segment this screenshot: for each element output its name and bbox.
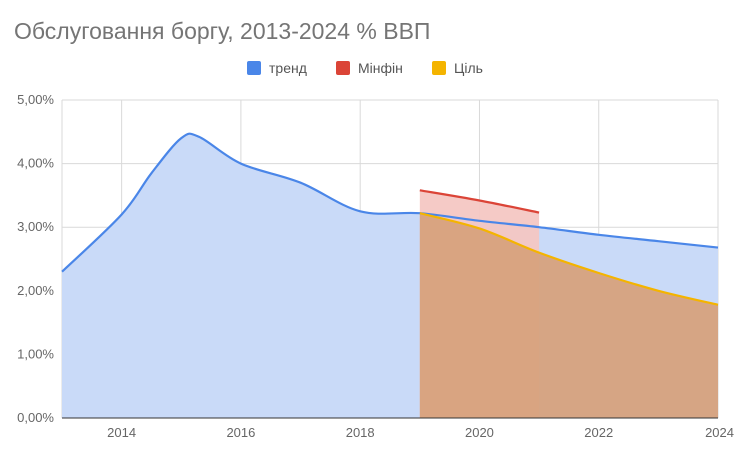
series-line-1 [419, 189, 540, 214]
y-tick-label: 3,00% [17, 219, 54, 234]
y-tick-label: 1,00% [17, 346, 54, 361]
x-tick-label: 2020 [465, 425, 494, 440]
y-tick-label: 0,00% [17, 410, 54, 425]
x-axis-ticks: 2014 2016 2018 2020 2022 2024 [107, 425, 734, 440]
legend-item-trend[interactable]: тренд [247, 60, 307, 76]
x-tick-label: 2022 [584, 425, 613, 440]
chart-lines [61, 132, 719, 419]
legend-swatch-minfin [336, 61, 350, 75]
x-tick-label: 2016 [226, 425, 255, 440]
legend-label-minfin: Мінфін [358, 60, 403, 76]
y-tick-label: 2,00% [17, 283, 54, 298]
legend-label-target: Ціль [454, 60, 483, 76]
legend-item-minfin[interactable]: Мінфін [336, 60, 403, 76]
chart-legend: тренд Мінфін Ціль [0, 60, 738, 80]
series-line-0 [61, 132, 719, 273]
legend-swatch-target [432, 61, 446, 75]
x-tick-label: 2024 [705, 425, 734, 440]
legend-label-trend: тренд [269, 60, 307, 76]
legend-item-target[interactable]: Ціль [432, 60, 483, 76]
chart-areas [62, 133, 718, 418]
y-tick-label: 4,00% [17, 156, 54, 171]
y-axis-ticks: 0,00% 1,00% 2,00% 3,00% 4,00% 5,00% [17, 92, 54, 425]
x-tick-label: 2018 [346, 425, 375, 440]
y-tick-label: 5,00% [17, 92, 54, 107]
x-tick-label: 2014 [107, 425, 136, 440]
chart-title: Обслуговання боргу, 2013-2024 % ВВП [14, 18, 431, 44]
legend-swatch-trend [247, 61, 261, 75]
series-line-2 [419, 212, 719, 306]
area-2 [419, 213, 718, 418]
